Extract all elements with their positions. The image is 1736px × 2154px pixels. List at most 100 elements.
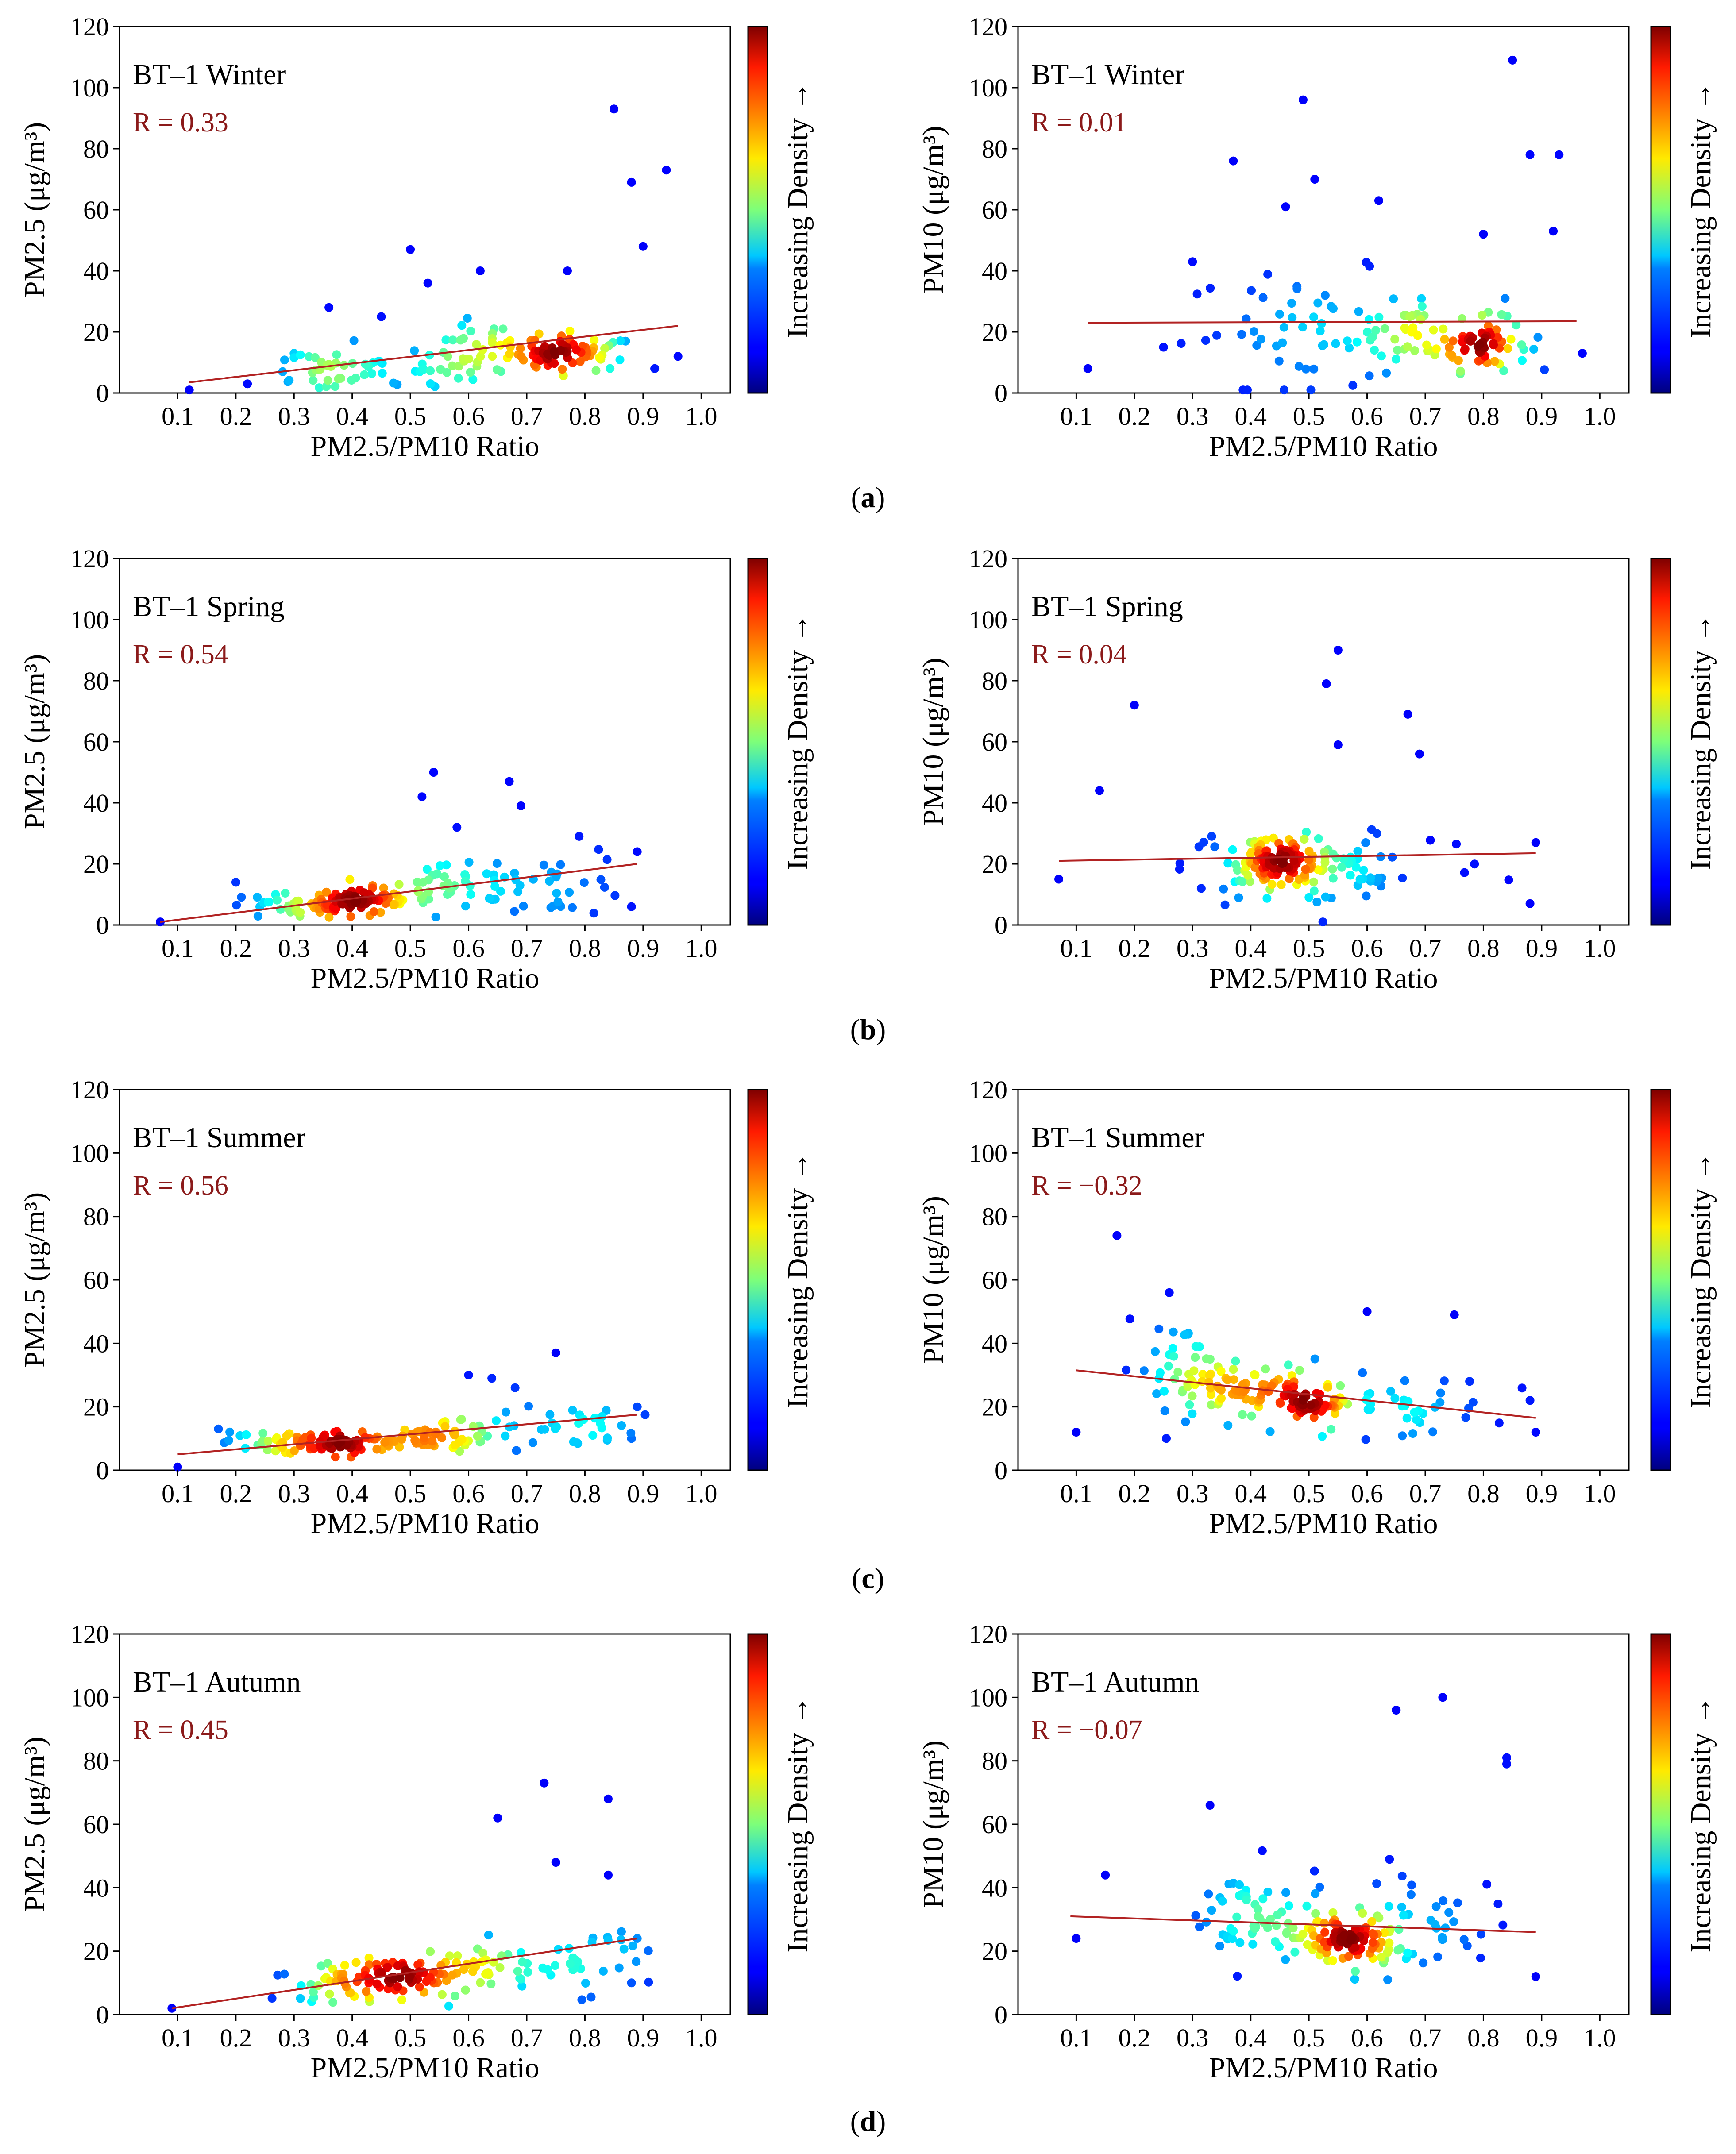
data-point xyxy=(505,777,514,786)
data-point xyxy=(1275,309,1284,319)
x-axis-label: PM2.5/PM10 Ratio xyxy=(310,1507,539,1540)
data-point xyxy=(1549,227,1558,236)
data-points xyxy=(1072,1693,1540,1984)
data-point xyxy=(1439,1896,1448,1905)
data-point xyxy=(450,1430,459,1440)
x-tick-label: 1.0 xyxy=(1584,402,1616,431)
x-axis-label: PM2.5/PM10 Ratio xyxy=(1209,962,1438,994)
data-point xyxy=(662,166,671,175)
data-point xyxy=(604,1794,613,1803)
x-tick-label: 0.2 xyxy=(1119,934,1151,963)
data-point xyxy=(1345,343,1354,353)
data-point xyxy=(1247,1411,1256,1421)
x-tick-label: 0.2 xyxy=(220,402,252,431)
x-tick-label: 0.7 xyxy=(511,402,543,431)
data-point xyxy=(1229,1375,1238,1384)
plot-frame xyxy=(119,1089,731,1471)
x-tick-label: 0.4 xyxy=(336,402,368,431)
data-point xyxy=(1392,355,1400,364)
data-point xyxy=(394,880,404,889)
data-point xyxy=(540,1425,549,1434)
colorbar-label: Increasing Density → xyxy=(1685,1152,1717,1408)
data-point xyxy=(1196,884,1206,893)
data-point xyxy=(1215,1942,1224,1951)
data-point xyxy=(466,368,475,377)
data-point xyxy=(418,878,428,887)
data-point xyxy=(461,1985,470,1995)
colorbar-label: Increasing Density → xyxy=(1685,1696,1717,1952)
data-point xyxy=(1212,331,1221,340)
data-point xyxy=(1316,327,1325,335)
data-point xyxy=(551,1348,560,1357)
data-point xyxy=(563,266,572,275)
x-tick-label: 0.5 xyxy=(1293,402,1325,431)
y-tick-label: 80 xyxy=(982,135,1007,163)
x-tick-label: 0.4 xyxy=(336,2023,368,2052)
x-tick-label: 0.5 xyxy=(394,2023,427,2052)
data-point xyxy=(1309,312,1318,322)
data-point xyxy=(1285,1901,1293,1910)
data-point xyxy=(1368,1938,1377,1947)
data-point xyxy=(1323,1383,1332,1392)
data-point xyxy=(1231,1356,1240,1366)
data-point xyxy=(510,907,519,916)
data-point xyxy=(1300,835,1309,844)
x-tick-label: 0.6 xyxy=(1351,402,1383,431)
data-point xyxy=(512,1446,521,1455)
data-point xyxy=(1410,1408,1419,1417)
data-point xyxy=(602,855,612,864)
data-point xyxy=(1431,1902,1441,1911)
data-point xyxy=(581,1979,590,1988)
data-point xyxy=(615,355,625,365)
data-point xyxy=(1130,701,1139,710)
data-point xyxy=(1517,1383,1527,1393)
data-point xyxy=(1181,1417,1190,1426)
data-point xyxy=(1309,1413,1319,1422)
data-point xyxy=(331,1453,340,1462)
y-tick-label: 60 xyxy=(982,1810,1007,1839)
correlation-text: R = 0.33 xyxy=(133,108,228,138)
data-point xyxy=(1438,1693,1447,1702)
data-point xyxy=(1376,852,1385,861)
data-point xyxy=(365,1975,374,1984)
data-point xyxy=(1217,1394,1226,1403)
colorbar-label: Increasing Density → xyxy=(782,613,814,870)
data-point xyxy=(1371,326,1381,335)
y-tick-label: 20 xyxy=(982,1393,1007,1422)
y-tick-label: 0 xyxy=(96,2000,109,2029)
data-point xyxy=(1497,310,1506,319)
data-point xyxy=(1229,1365,1238,1374)
data-point xyxy=(1287,299,1296,308)
data-point xyxy=(473,1432,482,1441)
data-point xyxy=(1393,346,1402,355)
y-tick-label: 60 xyxy=(982,728,1007,756)
data-point xyxy=(1237,330,1246,339)
data-point xyxy=(1165,1288,1174,1297)
data-point xyxy=(1372,829,1381,838)
data-point xyxy=(1384,1902,1393,1911)
data-point xyxy=(420,1433,429,1442)
data-point xyxy=(1202,1917,1211,1927)
data-point xyxy=(1328,864,1337,874)
data-point xyxy=(1365,371,1374,381)
data-point xyxy=(464,858,474,867)
data-point xyxy=(423,278,432,288)
data-point xyxy=(1304,847,1314,856)
data-point xyxy=(431,912,440,921)
x-tick-label: 0.9 xyxy=(1526,402,1558,431)
data-point xyxy=(1298,323,1307,332)
x-tick-label: 1.0 xyxy=(1584,934,1616,963)
data-point xyxy=(604,1870,613,1880)
data-point xyxy=(1312,898,1322,906)
y-tick-label: 60 xyxy=(982,196,1007,224)
data-point xyxy=(1394,1925,1404,1934)
data-point xyxy=(524,1402,533,1411)
x-tick-label: 1.0 xyxy=(1584,2023,1616,2052)
data-point xyxy=(1406,1890,1416,1899)
data-point xyxy=(1460,344,1470,354)
data-point xyxy=(1450,1310,1459,1319)
trend-line xyxy=(1058,852,1536,862)
data-point xyxy=(1263,270,1273,279)
data-point xyxy=(1350,1967,1360,1976)
colorbar-label: Increasing Density → xyxy=(782,1696,814,1952)
